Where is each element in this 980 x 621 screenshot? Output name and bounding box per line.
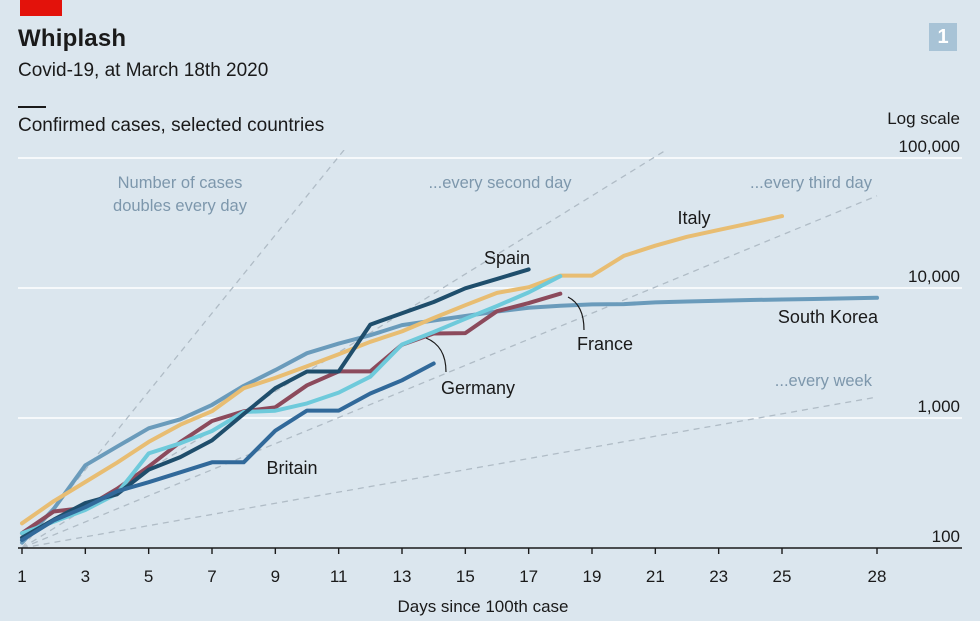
series-label-germany: Germany [441, 378, 515, 398]
grid-layer [18, 157, 962, 419]
x-tick-label: 5 [144, 567, 153, 586]
reference-line [21, 195, 878, 549]
reference-label: ...every third day [750, 174, 873, 192]
y-tick-label: 1,000 [917, 397, 960, 416]
series-label-italy: Italy [677, 208, 710, 228]
y-tick-label: 10,000 [908, 267, 960, 286]
x-tick-label: 23 [709, 567, 728, 586]
series-line-south-korea [20, 295, 879, 545]
title-rule [18, 106, 46, 108]
x-tick-label: 21 [646, 567, 665, 586]
leader-line [425, 337, 447, 373]
x-tick-label: 13 [393, 567, 412, 586]
x-tick-label: 3 [81, 567, 90, 586]
x-tick-label: 7 [207, 567, 216, 586]
x-tick-label: 1 [17, 567, 26, 586]
reference-line [21, 150, 668, 549]
page-title: Whiplash [18, 25, 127, 52]
x-tick-label: 9 [271, 567, 280, 586]
series-label-spain: Spain [484, 248, 530, 268]
series-label-france: France [577, 334, 633, 354]
x-axis-label: Days since 100th case [397, 597, 568, 616]
scale-label: Log scale [887, 109, 960, 128]
x-tick-label: 25 [773, 567, 792, 586]
series-label-south-korea: South Korea [778, 307, 879, 327]
brand-red-tag [20, 0, 62, 16]
series-line-italy [20, 214, 784, 526]
y-tick-label: 100 [932, 527, 960, 546]
leader-line [567, 296, 585, 331]
reference-lines [21, 150, 878, 549]
y-tick-label: 100,000 [899, 137, 960, 156]
chart-number-badge: 1 [929, 23, 957, 51]
series-line-britain [20, 361, 436, 543]
x-tick-label: 11 [330, 567, 348, 586]
x-tick-label: 17 [519, 567, 538, 586]
page-subtitle: Covid-19, at March 18th 2020 [18, 60, 269, 81]
series-lines [20, 214, 879, 545]
reference-label: ...every second day [428, 174, 572, 192]
x-tick-label: 19 [583, 567, 602, 586]
x-tick-label: 15 [456, 567, 475, 586]
chart-title: Confirmed cases, selected countries [18, 115, 325, 136]
series-line-germany [20, 274, 563, 536]
x-tick-label: 28 [868, 567, 887, 586]
reference-label: ...every week [775, 372, 873, 390]
reference-line [21, 396, 878, 549]
reference-label: Number of cases [118, 174, 243, 192]
reference-label: doubles every day [113, 197, 248, 215]
series-label-britain: Britain [266, 458, 317, 478]
labels: Number of cases doubles every day ...every… [113, 174, 879, 478]
